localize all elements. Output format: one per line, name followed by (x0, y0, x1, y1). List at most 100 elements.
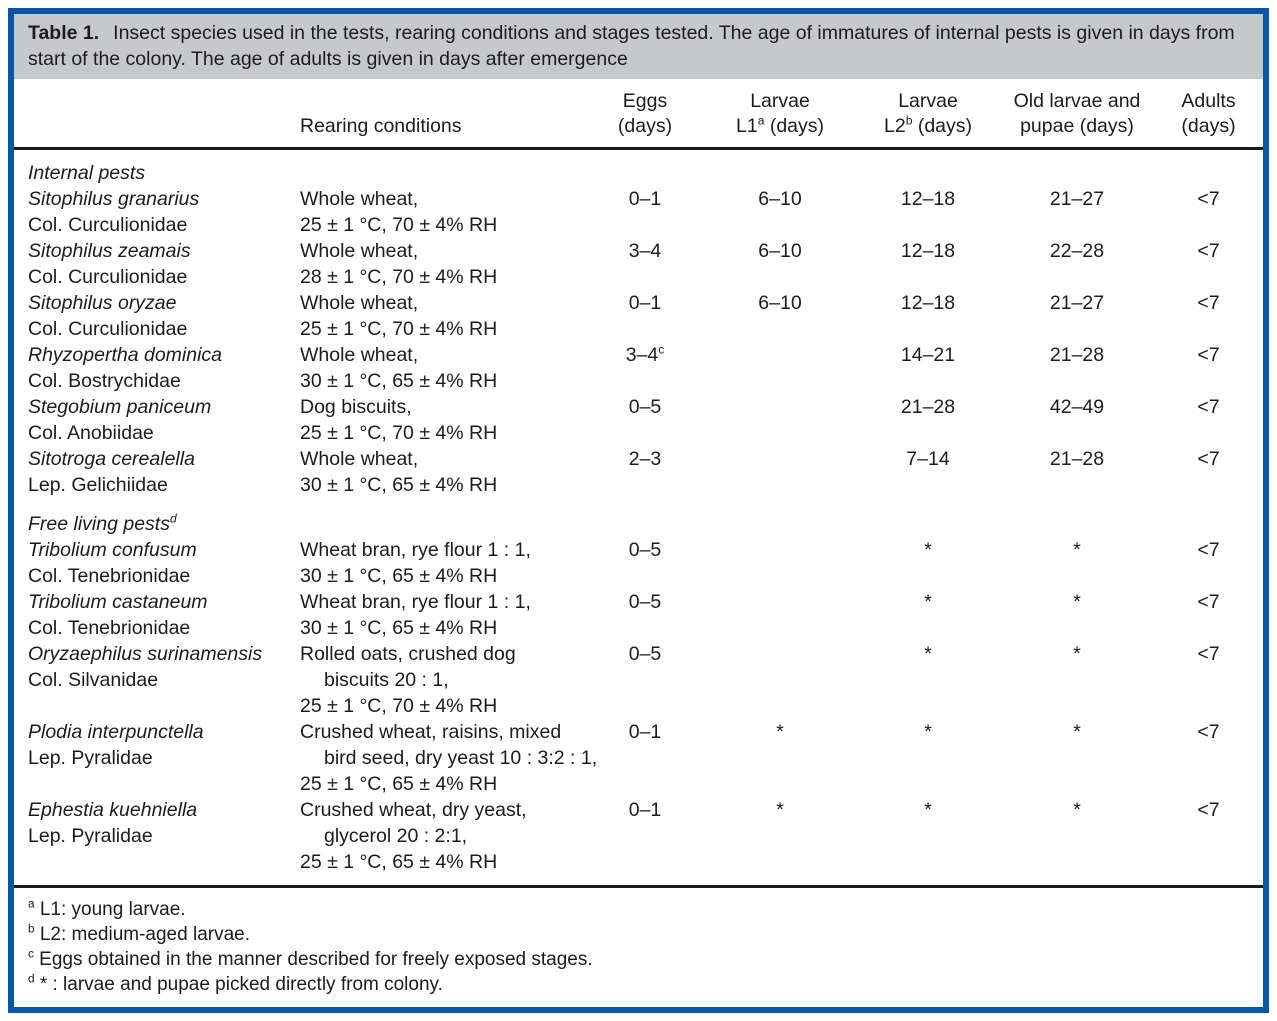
value-cell-eggs (600, 823, 690, 849)
value-cell-eggs (600, 563, 690, 589)
value-cell-eggs (600, 771, 690, 797)
value-cell-eggs: 0–5 (600, 537, 690, 563)
column-header-old-larvae-and-3: Old larvae and pupae (days) (986, 89, 1168, 139)
value-adults: <7 (1197, 292, 1220, 314)
column-header-units-superscript: b (905, 113, 913, 128)
value-cell-old-larvae-pupae (986, 563, 1168, 589)
value-cell-adults (1168, 745, 1249, 771)
table-row: Plodia interpunctella Crushed wheat, rais… (28, 719, 1249, 745)
table-caption-label: Table 1. (28, 22, 100, 44)
table-row-continuation: Col. Tenebrionidae 30 ± 1 °C, 65 ± 4% RH (28, 615, 1249, 641)
value-cell-eggs (600, 212, 690, 238)
value-cell-larvae-l2 (870, 771, 986, 797)
family-cell: Lep. Pyralidae (28, 747, 153, 769)
value-cell-larvae-l2: 21–28 (870, 394, 986, 420)
value-cell-larvae-l2 (870, 212, 986, 238)
table-row: Ephestia kuehniella Crushed wheat, dry ye… (28, 797, 1249, 823)
value-cell-adults (1168, 472, 1249, 498)
rearing-conditions-cell: 25 ± 1 °C, 70 ± 4% RH (300, 214, 498, 236)
column-header-line2: L1a (days) (690, 114, 870, 139)
species-cell: Plodia interpunctella (28, 721, 204, 743)
rearing-conditions-cell: Whole wheat, (300, 240, 419, 262)
column-header-units: (days) (617, 115, 673, 137)
value-eggs: 3–4c (625, 342, 665, 366)
value-larvae-l1: 6–10 (758, 292, 802, 314)
value-cell-larvae-l1 (690, 264, 870, 290)
value-eggs: 0–1 (628, 188, 662, 210)
species-cell: Tribolium castaneum (28, 591, 208, 613)
family-cell: Col. Tenebrionidae (28, 617, 191, 639)
table-row-continuation: Col. Curculionidae 25 ± 1 °C, 70 ± 4% RH (28, 316, 1249, 342)
value-cell-larvae-l2 (870, 849, 986, 875)
value-cell-larvae-l2 (870, 420, 986, 446)
value-cell-old-larvae-pupae (986, 420, 1168, 446)
footnote-line: b L2: medium-aged larvae. (28, 922, 250, 945)
column-header-line1: Larvae (898, 90, 958, 112)
value-cell-adults (1168, 615, 1249, 641)
species-cell: Stegobium paniceum (28, 396, 212, 418)
value-adults: <7 (1197, 643, 1220, 665)
value-cell-larvae-l1 (690, 212, 870, 238)
column-header-line1: Old larvae and (1013, 90, 1141, 112)
value-cell-larvae-l1 (690, 420, 870, 446)
column-header-adults-4: Adults (days) (1168, 89, 1249, 139)
value-cell-larvae-l2: 12–18 (870, 290, 986, 316)
value-cell-old-larvae-pupae (986, 849, 1168, 875)
column-header-line1: Adults (1181, 90, 1236, 112)
value-cell-larvae-l2: * (870, 719, 986, 745)
value-old-larvae-pupae: 21–27 (1049, 188, 1105, 210)
table-row: Stegobium paniceum Dog biscuits, 0–5 21–28 4… (28, 394, 1249, 420)
value-adults: <7 (1197, 591, 1220, 613)
value-cell-larvae-l1 (690, 537, 870, 563)
value-cell-larvae-l2 (870, 563, 986, 589)
value-cell-adults (1168, 420, 1249, 446)
value-cell-adults: <7 (1168, 238, 1249, 264)
value-cell-larvae-l1: 6–10 (690, 290, 870, 316)
species-cell: Ephestia kuehniella (28, 799, 198, 821)
value-cell-old-larvae-pupae (986, 693, 1168, 719)
value-cell-larvae-l1 (690, 563, 870, 589)
column-header-units: pupae (days) (1020, 115, 1134, 137)
value-cell-old-larvae-pupae: * (986, 797, 1168, 823)
rearing-conditions-cell: Whole wheat, (300, 448, 419, 470)
footnote-marker: b (28, 922, 35, 936)
value-cell-larvae-l1: 6–10 (690, 238, 870, 264)
rearing-conditions-cell: 30 ± 1 °C, 65 ± 4% RH (300, 370, 498, 392)
value-cell-old-larvae-pupae (986, 771, 1168, 797)
value-cell-adults: <7 (1168, 719, 1249, 745)
family-cell (28, 771, 300, 797)
species-cell: Rhyzopertha dominica (28, 344, 223, 366)
family-cell: Lep. Pyralidae (28, 825, 153, 847)
table-body: Internal pests Sitophilus granarius Whole … (14, 150, 1263, 885)
value-adults: <7 (1197, 799, 1220, 821)
value-cell-larvae-l1: * (690, 797, 870, 823)
value-cell-eggs: 0–1 (600, 186, 690, 212)
rearing-conditions-cell: Crushed wheat, raisins, mixed (300, 721, 562, 743)
value-cell-adults: <7 (1168, 186, 1249, 212)
rearing-conditions-cell: Whole wheat, (300, 188, 419, 210)
rearing-conditions-cell: 25 ± 1 °C, 70 ± 4% RH (300, 318, 498, 340)
value-cell-eggs: 0–5 (600, 394, 690, 420)
value-old-larvae-pupae: * (1073, 721, 1081, 743)
value-eggs: 0–1 (628, 292, 662, 314)
value-old-larvae-pupae: 42–49 (1049, 396, 1105, 418)
value-cell-eggs (600, 745, 690, 771)
value-eggs: 0–5 (628, 396, 662, 418)
rearing-conditions-cell: Wheat bran, rye flour 1 : 1, (300, 539, 531, 561)
value-cell-larvae-l1 (690, 771, 870, 797)
column-header-larvae-2: Larvae L2b (days) (870, 89, 986, 139)
value-larvae-l2: 7–14 (906, 448, 950, 470)
value-cell-adults (1168, 667, 1249, 693)
section-title: Internal pests (28, 160, 1249, 186)
family-cell (28, 693, 300, 719)
value-cell-adults (1168, 212, 1249, 238)
value-cell-larvae-l2 (870, 264, 986, 290)
value-larvae-l2: 12–18 (900, 240, 956, 262)
value-cell-eggs: 3–4c (600, 342, 690, 368)
value-cell-larvae-l1: * (690, 719, 870, 745)
table-row: Sitophilus oryzae Whole wheat, 0–1 6–10 12–1… (28, 290, 1249, 316)
species-cell: Oryzaephilus surinamensis (28, 643, 263, 665)
column-header-line2: pupae (days) (986, 114, 1168, 139)
table-row-continuation: Col. Curculionidae 25 ± 1 °C, 70 ± 4% RH (28, 212, 1249, 238)
value-eggs-superscript: c (658, 342, 665, 357)
